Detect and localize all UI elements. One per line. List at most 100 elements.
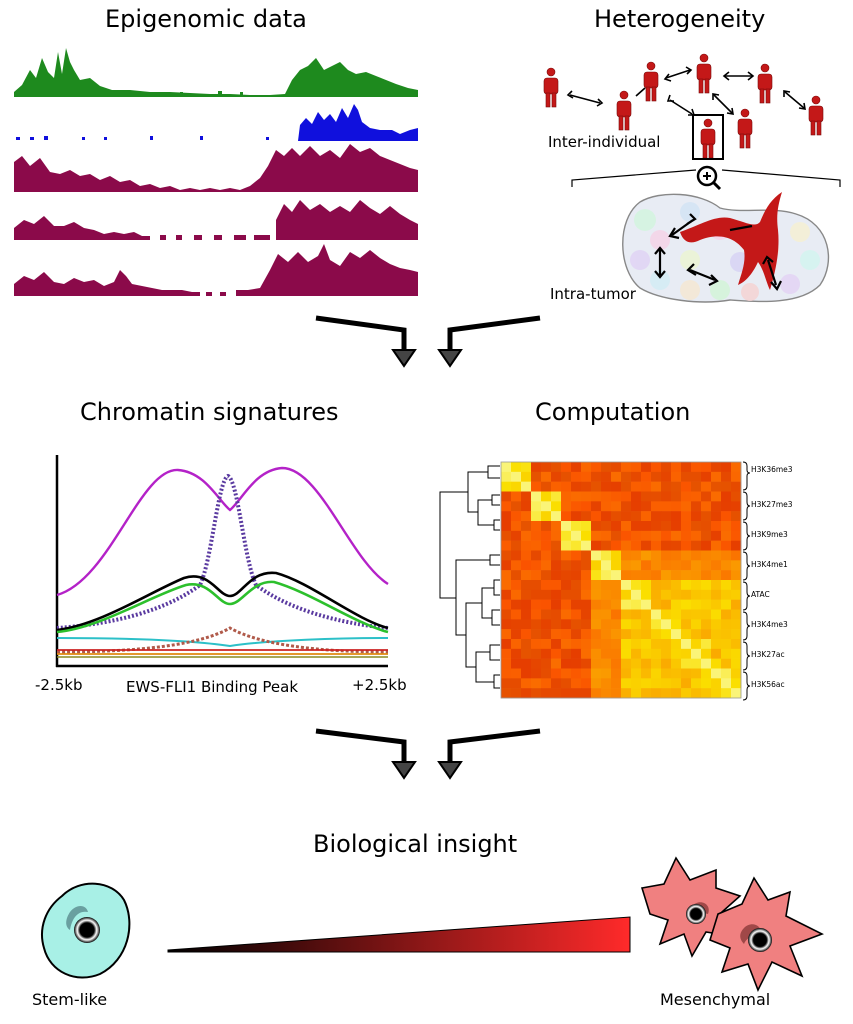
heatmap-cell <box>591 658 602 669</box>
heatmap-cell <box>521 639 532 650</box>
heatmap <box>501 462 742 699</box>
heatmap-cell <box>601 599 612 610</box>
heatmap-cell <box>581 639 592 650</box>
heatmap-cell <box>671 511 682 522</box>
heatmap-cell <box>601 639 612 650</box>
heatmap-cell <box>621 481 632 492</box>
heatmap-cell <box>721 688 732 699</box>
heatmap-cell <box>691 481 702 492</box>
heatmap-cell <box>631 668 642 679</box>
heatmap-cell <box>551 609 562 620</box>
computation-title: Computation <box>535 398 691 426</box>
heatmap-cell <box>511 481 522 492</box>
heatmap-cell <box>681 481 692 492</box>
heatmap-cell <box>521 619 532 630</box>
heatmap-cell <box>501 678 512 689</box>
heatmap-cell <box>521 530 532 541</box>
heatmap-cell <box>511 530 522 541</box>
heatmap-cell <box>581 688 592 699</box>
heatmap-cell <box>651 511 662 522</box>
heatmap-cell <box>701 599 712 610</box>
heatmap-cell <box>711 609 722 620</box>
heatmap-cell <box>711 471 722 482</box>
heatmap-cell <box>681 688 692 699</box>
heatmap-cell <box>541 530 552 541</box>
heatmap-cell <box>541 648 552 659</box>
stem-like-cell <box>41 882 131 979</box>
heatmap-cell <box>691 540 702 551</box>
heatmap-cell <box>621 589 632 600</box>
person-icon <box>757 63 773 104</box>
heatmap-cell <box>731 629 742 640</box>
heatmap-cell <box>641 511 652 522</box>
heatmap-cell <box>571 678 582 689</box>
heatmap-cell <box>541 540 552 551</box>
heatmap-cell <box>681 471 692 482</box>
heatmap-cell <box>681 599 692 610</box>
heatmap-cell <box>681 589 692 600</box>
heatmap-cell <box>681 668 692 679</box>
heatmap-cell <box>711 521 722 532</box>
heatmap-cell <box>641 530 652 541</box>
heatmap-cell <box>701 540 712 551</box>
heatmap-cell <box>691 629 702 640</box>
heatmap-cell <box>661 688 672 699</box>
heatmap-cell <box>611 619 622 630</box>
heatmap-cell <box>511 668 522 679</box>
heatmap-cell <box>551 540 562 551</box>
heatmap-cell <box>631 639 642 650</box>
heatmap-cell <box>551 580 562 591</box>
heatmap-cell <box>521 462 532 473</box>
heatmap-cell <box>661 668 672 679</box>
heatmap-cell <box>591 530 602 541</box>
heatmap-cell <box>511 619 522 630</box>
heatmap-cell <box>671 530 682 541</box>
heatmap-cell <box>531 580 542 591</box>
heatmap-cell <box>661 471 672 482</box>
heatmap-label-atac: ATAC <box>751 590 770 599</box>
heatmap-cell <box>501 491 512 502</box>
heatmap-cell <box>571 629 582 640</box>
heatmap-cell <box>661 521 672 532</box>
heatmap-cell <box>631 599 642 610</box>
heatmap-cell <box>721 511 732 522</box>
heatmap-cell <box>711 540 722 551</box>
selected-patient-box <box>692 114 724 160</box>
chromatin-signatures-title: Chromatin signatures <box>80 398 339 426</box>
heatmap-cell <box>661 619 672 630</box>
heatmap-cell <box>501 540 512 551</box>
heatmap-cell <box>691 688 702 699</box>
heatmap-cell <box>561 599 572 610</box>
heatmap-cell <box>631 471 642 482</box>
heatmap-cell <box>611 560 622 571</box>
person-icon <box>696 53 712 94</box>
heatmap-cell <box>651 491 662 502</box>
heatmap-cell <box>591 481 602 492</box>
heatmap-cell <box>631 580 642 591</box>
heatmap-cell <box>631 560 642 571</box>
x-axis-right-label: +2.5kb <box>352 676 407 694</box>
heatmap-cell <box>561 609 572 620</box>
heatmap-cell <box>681 570 692 581</box>
heatmap-cell <box>731 491 742 502</box>
heatmap-cell <box>721 619 732 630</box>
heatmap-cell <box>651 570 662 581</box>
heatmap-cell <box>651 639 662 650</box>
heatmap-cell <box>581 521 592 532</box>
heatmap-cell <box>581 550 592 561</box>
heatmap-cell <box>591 550 602 561</box>
heatmap-cell <box>601 540 612 551</box>
heatmap-cell <box>651 550 662 561</box>
heatmap-cell <box>611 491 622 502</box>
heatmap-cell <box>561 658 572 669</box>
heatmap-cell <box>711 511 722 522</box>
heatmap-cell <box>631 550 642 561</box>
heatmap-cell <box>581 471 592 482</box>
heatmap-cell <box>701 462 712 473</box>
inter-individual-arrows <box>566 66 806 116</box>
heatmap-cell <box>531 570 542 581</box>
heatmap-cell <box>651 599 662 610</box>
heatmap-cell <box>641 471 652 482</box>
blood-vessel <box>680 192 782 290</box>
heatmap-cell <box>621 648 632 659</box>
